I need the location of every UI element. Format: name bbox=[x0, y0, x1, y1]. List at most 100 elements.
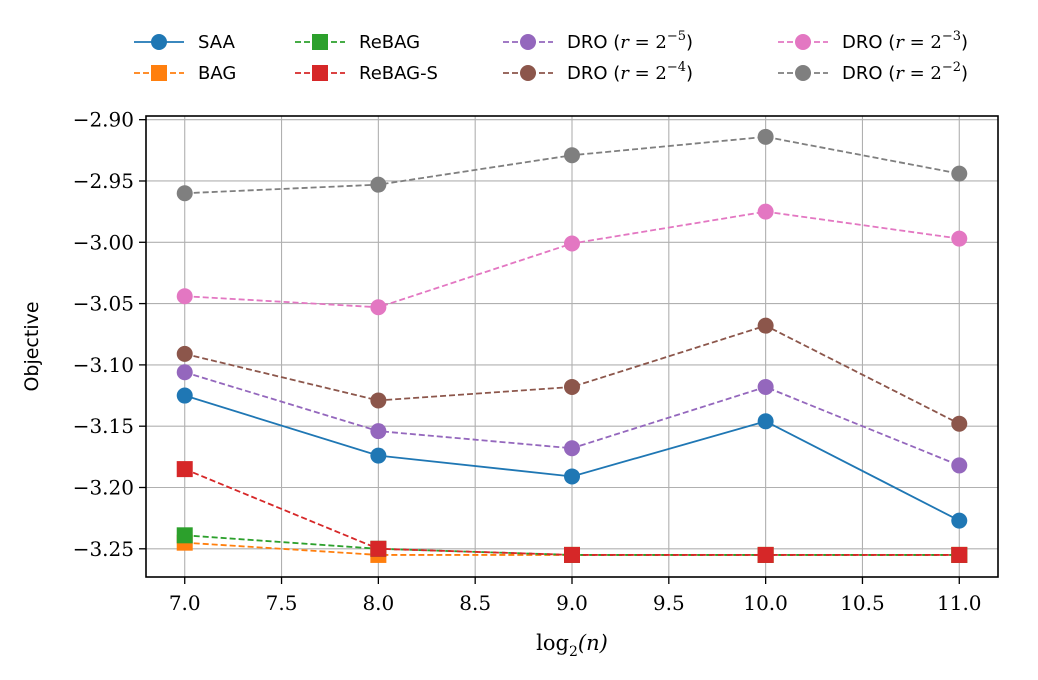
legend-entry: ReBAG bbox=[295, 32, 420, 53]
data-point bbox=[795, 34, 811, 50]
y-tick-label: −3.05 bbox=[73, 292, 134, 316]
legend-label-base: DRO ( bbox=[842, 63, 895, 84]
series-7 bbox=[176, 128, 968, 202]
legend-label-eq: = 2 bbox=[629, 63, 667, 84]
x-label-log: log bbox=[536, 631, 569, 655]
data-point bbox=[951, 546, 968, 563]
series-6 bbox=[176, 203, 968, 316]
data-point bbox=[951, 230, 968, 247]
legend-label-eq: = 2 bbox=[904, 32, 942, 53]
data-point bbox=[757, 317, 774, 334]
legend-label-base: DRO ( bbox=[567, 32, 620, 53]
x-label-subscript: 2 bbox=[569, 644, 578, 660]
legend-label-base: DRO ( bbox=[567, 63, 620, 84]
legend-label-var: r bbox=[895, 63, 905, 84]
y-tick-label: −3.15 bbox=[73, 414, 134, 438]
legend-label-var: r bbox=[620, 32, 630, 53]
data-point bbox=[151, 34, 167, 50]
series-4 bbox=[176, 364, 968, 474]
data-point bbox=[795, 65, 811, 81]
legend-label-close: ) bbox=[961, 63, 968, 84]
x-tick-label: 9.0 bbox=[556, 591, 588, 615]
data-point bbox=[370, 176, 387, 193]
y-tick-label: −3.10 bbox=[73, 353, 134, 377]
x-label-argument: (n) bbox=[578, 631, 608, 655]
legend-label: SAA bbox=[198, 32, 236, 53]
legend-label-exponent: −5 bbox=[667, 29, 686, 44]
y-tick-label: −2.90 bbox=[73, 108, 134, 132]
x-axis-label: log2(n) bbox=[536, 631, 608, 660]
legend-entry: DRO (r = 2−3) bbox=[778, 29, 968, 53]
data-point bbox=[370, 392, 387, 409]
data-point bbox=[757, 546, 774, 563]
x-tick-label: 8.0 bbox=[362, 591, 394, 615]
data-point bbox=[757, 378, 774, 395]
data-point bbox=[951, 415, 968, 432]
data-point bbox=[176, 364, 193, 381]
series-0 bbox=[176, 387, 968, 529]
y-tick-label: −3.00 bbox=[73, 230, 134, 254]
data-point bbox=[757, 413, 774, 430]
ticks: 7.0 7.5 8.0 8.5 9.0 9.5 10.0 10.5 11.0 −2.90 −2.95… bbox=[73, 108, 982, 615]
legend-label-close: ) bbox=[961, 32, 968, 53]
data-point bbox=[757, 128, 774, 145]
legend-label-exponent: −2 bbox=[942, 60, 961, 75]
data-point bbox=[520, 34, 536, 50]
legend-entry: DRO (r = 2−4) bbox=[503, 60, 693, 84]
x-tick-label: 7.5 bbox=[266, 591, 298, 615]
data-point bbox=[564, 378, 580, 395]
legend-label: BAG bbox=[198, 63, 236, 84]
series-layer bbox=[176, 128, 968, 563]
legend-label-eq: = 2 bbox=[629, 32, 667, 53]
legend-label: DRO (r = 2−3) bbox=[842, 29, 968, 53]
x-tick-label: 10.0 bbox=[743, 591, 788, 615]
data-point bbox=[176, 345, 193, 362]
y-tick-label: −3.20 bbox=[73, 475, 134, 499]
data-point bbox=[757, 203, 774, 220]
data-point bbox=[370, 540, 387, 557]
legend-label-close: ) bbox=[686, 32, 693, 53]
data-point bbox=[951, 457, 968, 474]
series-3 bbox=[176, 461, 968, 563]
legend-entry: ReBAG-S bbox=[295, 63, 438, 84]
legend-entry: DRO (r = 2−2) bbox=[778, 60, 968, 84]
legend-label-close: ) bbox=[686, 63, 693, 84]
legend-entry: DRO (r = 2−5) bbox=[503, 29, 693, 53]
y-axis-label: Objective bbox=[21, 301, 43, 391]
x-tick-label: 8.5 bbox=[459, 591, 491, 615]
data-point bbox=[370, 423, 387, 440]
data-point bbox=[151, 65, 167, 81]
y-tick-label: −3.25 bbox=[73, 537, 134, 561]
data-point bbox=[176, 185, 193, 202]
x-tick-label: 10.5 bbox=[840, 591, 885, 615]
data-point bbox=[951, 165, 968, 182]
y-tick-label: −2.95 bbox=[73, 169, 134, 193]
legend-label: ReBAG bbox=[359, 32, 420, 53]
series-5 bbox=[176, 317, 968, 432]
data-point bbox=[176, 288, 193, 305]
data-point bbox=[312, 65, 328, 81]
data-point bbox=[370, 447, 387, 464]
legend-entry: BAG bbox=[134, 63, 236, 84]
data-point bbox=[312, 34, 328, 50]
series-line bbox=[184, 324, 960, 425]
data-point bbox=[951, 512, 968, 529]
data-point bbox=[564, 235, 580, 252]
data-point bbox=[370, 299, 387, 316]
legend-label-eq: = 2 bbox=[904, 63, 942, 84]
data-point bbox=[564, 546, 580, 563]
legend-label-var: r bbox=[895, 32, 905, 53]
legend-label: DRO (r = 2−4) bbox=[567, 60, 693, 84]
data-point bbox=[176, 527, 193, 544]
legend-label-var: r bbox=[620, 63, 630, 84]
legend-label: ReBAG-S bbox=[359, 63, 438, 84]
data-point bbox=[520, 65, 536, 81]
legend-entry: SAA bbox=[134, 32, 236, 53]
legend-label: DRO (r = 2−2) bbox=[842, 60, 968, 84]
legend-label: DRO (r = 2−5) bbox=[567, 29, 693, 53]
data-point bbox=[176, 461, 193, 478]
x-tick-label: 9.5 bbox=[653, 591, 685, 615]
series-line bbox=[184, 468, 960, 556]
